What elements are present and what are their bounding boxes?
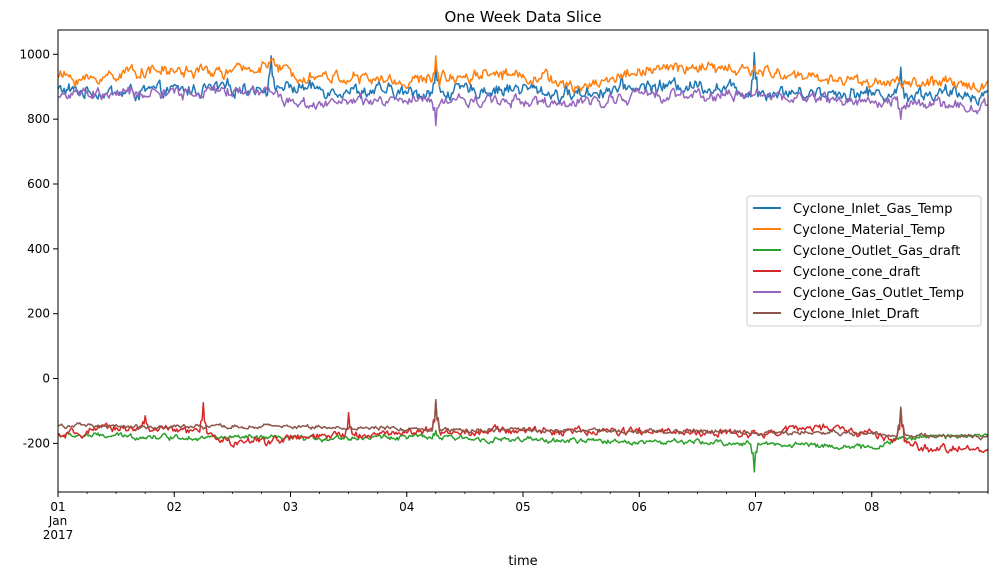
x-tick-label: 05	[515, 500, 530, 514]
y-tick-label: 800	[27, 112, 50, 126]
y-axis: -200 0 200 400 600 800 1000	[19, 47, 58, 450]
legend: Cyclone_Inlet_Gas_Temp Cyclone_Material_T…	[746, 195, 982, 327]
series-line-cyclone-material-temp	[58, 55, 988, 94]
y-tick-label: 1000	[19, 47, 50, 61]
series-lines	[58, 51, 988, 473]
legend-box	[746, 195, 982, 327]
legend-label: Cyclone_Inlet_Draft	[793, 307, 919, 322]
y-tick-label: 400	[27, 242, 50, 256]
legend-label: Cyclone_Inlet_Gas_Temp	[793, 202, 952, 217]
x-tick-label: 08	[864, 500, 879, 514]
x-tick-sublabel: 2017	[43, 528, 74, 542]
y-tick-label: 200	[27, 307, 50, 321]
series-line-cyclone-inlet-gas-temp	[58, 51, 988, 106]
y-tick-label: 600	[27, 177, 50, 191]
series-line-cyclone-inlet-draft	[58, 398, 988, 441]
series-line-cyclone-gas-outlet-temp	[58, 84, 988, 127]
x-tick-label: 01	[50, 500, 65, 514]
series-line-cyclone-cone-draft	[58, 400, 988, 454]
legend-label: Cyclone_Gas_Outlet_Temp	[793, 286, 964, 301]
x-axis-label: time	[508, 554, 537, 569]
legend-label: Cyclone_cone_draft	[793, 265, 920, 280]
x-tick-label: 03	[283, 500, 298, 514]
legend-label: Cyclone_Material_Temp	[793, 223, 945, 238]
x-tick-label: 07	[748, 500, 763, 514]
x-tick-label: 06	[632, 500, 647, 514]
x-tick-sublabel: Jan	[48, 514, 68, 528]
x-tick-label: 02	[167, 500, 182, 514]
x-tick-label: 04	[399, 500, 414, 514]
y-tick-label: 0	[42, 372, 50, 386]
legend-label: Cyclone_Outlet_Gas_draft	[793, 244, 960, 259]
series-line-cyclone-outlet-gas-draft	[58, 429, 988, 473]
chart-title: One Week Data Slice	[444, 8, 601, 26]
y-tick-label: -200	[23, 436, 50, 450]
